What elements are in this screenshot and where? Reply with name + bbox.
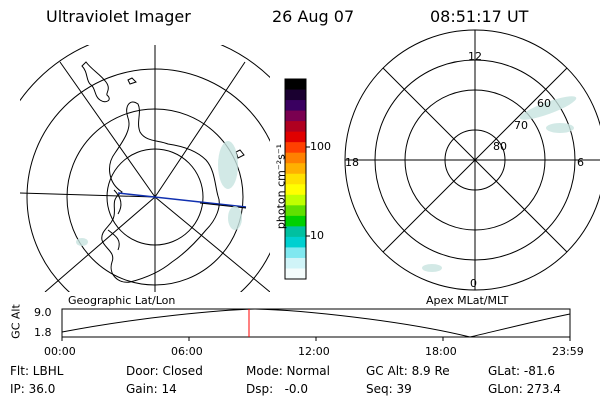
colorbar-segment (285, 89, 306, 101)
instrument-title: Ultraviolet Imager (46, 7, 191, 26)
door-readout: Door: Closed (126, 364, 203, 378)
gain-readout: Gain: 14 (126, 382, 177, 396)
altitude-axis-label: GC Alt (9, 304, 23, 339)
geographic-map-label: Geographic Lat/Lon (68, 294, 176, 307)
mlt-label-12: 12 (468, 50, 482, 63)
south-america-coastline (81, 61, 110, 103)
colorbar-segment (285, 215, 306, 227)
aurora-emission (422, 96, 577, 272)
colorbar-segment (285, 226, 306, 238)
colorbar-segment (285, 194, 306, 206)
colorbar-segment (285, 110, 306, 122)
colorbar-segment (285, 79, 306, 91)
colorbar-segment (285, 152, 306, 164)
meridian-line (154, 196, 270, 292)
mlt-label-18: 18 (345, 156, 359, 169)
altitude-plot (61, 308, 571, 341)
colorbar-frame (284, 78, 307, 280)
mlt-label-0: 0 (470, 277, 477, 290)
dsp-readout: Dsp: -0.0 (246, 382, 309, 396)
colorbar-segment (285, 205, 306, 217)
magnetic-map (344, 29, 600, 291)
meridian-line (44, 196, 156, 292)
mlat-label-60: 60 (537, 97, 551, 110)
colorbar-unit-label: photon cm⁻²s⁻¹ (274, 143, 288, 230)
filter-readout: Flt: LBHL (10, 364, 64, 378)
x-tick-label: 18:00 (425, 345, 457, 358)
altitude-curve (61, 308, 571, 338)
colorbar-segment (285, 236, 306, 248)
meridian-line (59, 61, 156, 198)
x-tick-label: 12:00 (298, 345, 330, 358)
observation-time: 08:51:17 UT (430, 7, 529, 26)
colorbar-segment (285, 100, 306, 112)
colorbar-segment (285, 247, 306, 259)
island-outline (127, 77, 137, 85)
colorbar-segment (285, 184, 306, 196)
mlt-label-6: 6 (577, 156, 584, 169)
seq-readout: Seq: 39 (366, 382, 412, 396)
glon-readout: GLon: 273.4 (488, 382, 561, 396)
observation-date: 26 Aug 07 (272, 7, 355, 26)
glat-readout: GLat: -81.6 (488, 364, 555, 378)
colorbar-segment (285, 131, 306, 143)
geographic-map (20, 45, 270, 292)
colorbar-tick-label: 100 (310, 140, 331, 153)
colorbar-segment (285, 173, 306, 185)
colorbar-segment (285, 163, 306, 175)
antarctica-coastline (101, 101, 220, 283)
x-tick-label: 23:59 (552, 345, 584, 358)
ice-shelf (107, 189, 122, 251)
satellite-track-line (117, 192, 247, 208)
colorbar-segment (285, 268, 306, 280)
mode-readout: Mode: Normal (246, 364, 330, 378)
meridian-line (154, 61, 246, 198)
mlat-label-70: 70 (514, 119, 528, 132)
x-tick-label: 00:00 (44, 345, 76, 358)
colorbar (284, 78, 310, 280)
satellite-track-line (199, 202, 247, 209)
colorbar-segment (285, 142, 306, 154)
gc-alt-readout: GC Alt: 8.9 Re (366, 364, 450, 378)
mlt-line (382, 67, 568, 253)
meridian-line (20, 192, 156, 198)
x-tick-label: 06:00 (171, 345, 203, 358)
colorbar-segment (285, 257, 306, 269)
magnetic-map-label: Apex MLat/MLT (426, 294, 509, 307)
island-outline (235, 149, 245, 159)
colorbar-tick-label: 10 (310, 229, 324, 242)
y-tick-label: 1.8 (34, 326, 52, 339)
ip-readout: IP: 36.0 (10, 382, 56, 396)
aurora-emission (76, 141, 242, 246)
mlat-label-80: 80 (493, 140, 507, 153)
colorbar-segment (285, 121, 306, 133)
y-tick-label: 9.0 (34, 306, 52, 319)
